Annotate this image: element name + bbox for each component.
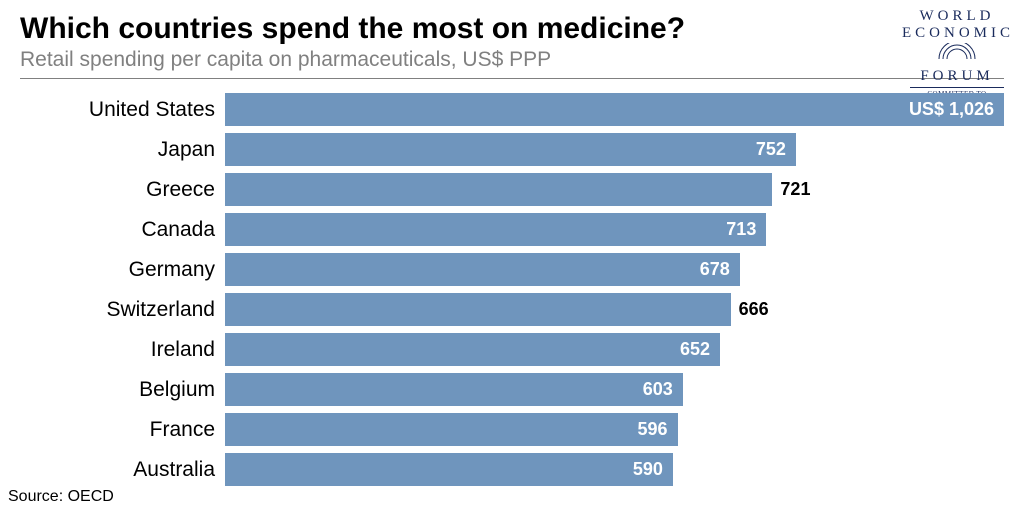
country-label: Canada bbox=[20, 218, 225, 242]
bar-row: Germany 678 bbox=[20, 253, 1004, 286]
bar-row: France 596 bbox=[20, 413, 1004, 446]
bar-track: 590 bbox=[225, 453, 1004, 486]
chart-title: Which countries spend the most on medici… bbox=[20, 12, 1004, 46]
bar-track: 596 bbox=[225, 413, 1004, 446]
bar: US$ 1,026 bbox=[225, 93, 1004, 126]
logo-divider bbox=[910, 87, 1004, 88]
country-label: Japan bbox=[20, 138, 225, 162]
bar-value: 596 bbox=[637, 419, 667, 440]
bar-track: 678 bbox=[225, 253, 1004, 286]
bar bbox=[225, 293, 731, 326]
country-label: Greece bbox=[20, 178, 225, 202]
chart-subtitle: Retail spending per capita on pharmaceut… bbox=[20, 48, 1004, 72]
bar-track: 752 bbox=[225, 133, 1004, 166]
header-divider bbox=[20, 78, 1004, 79]
bar-value: 721 bbox=[772, 173, 810, 206]
bar-value: 603 bbox=[643, 379, 673, 400]
bar-value: 652 bbox=[680, 339, 710, 360]
bar-track: 666 bbox=[225, 293, 1004, 326]
country-label: United States bbox=[20, 98, 225, 122]
bar-row: Japan 752 bbox=[20, 133, 1004, 166]
bar-row: Belgium 603 bbox=[20, 373, 1004, 406]
country-label: France bbox=[20, 418, 225, 442]
logo-text-line3: FORUM bbox=[902, 68, 1012, 85]
bar-value: 678 bbox=[700, 259, 730, 280]
bar-track: US$ 1,026 bbox=[225, 93, 1004, 126]
bar-track: 652 bbox=[225, 333, 1004, 366]
bar-row: Greece 721 bbox=[20, 173, 1004, 206]
bar: 603 bbox=[225, 373, 683, 406]
bar-row: United States US$ 1,026 bbox=[20, 93, 1004, 126]
source-attribution: Source: OECD bbox=[8, 488, 114, 506]
bar-row: Canada 713 bbox=[20, 213, 1004, 246]
logo-arcs-icon bbox=[902, 43, 1012, 66]
chart-header: Which countries spend the most on medici… bbox=[0, 0, 1024, 83]
bar bbox=[225, 173, 772, 206]
bar-track: 603 bbox=[225, 373, 1004, 406]
bar-row: Australia 590 bbox=[20, 453, 1004, 486]
bar-value: 590 bbox=[633, 459, 663, 480]
logo-text-line2: ECONOMIC bbox=[902, 25, 1012, 42]
bar-row: Switzerland 666 bbox=[20, 293, 1004, 326]
bar-value: 713 bbox=[726, 219, 756, 240]
logo-text-line1: WORLD bbox=[902, 8, 1012, 25]
bar-value: 752 bbox=[756, 139, 786, 160]
bar-value: 666 bbox=[731, 293, 769, 326]
bar: 752 bbox=[225, 133, 796, 166]
bar-track: 721 bbox=[225, 173, 1004, 206]
country-label: Belgium bbox=[20, 378, 225, 402]
bar: 596 bbox=[225, 413, 678, 446]
bar: 713 bbox=[225, 213, 766, 246]
bar-value: US$ 1,026 bbox=[909, 99, 994, 120]
bar-row: Ireland 652 bbox=[20, 333, 1004, 366]
country-label: Australia bbox=[20, 458, 225, 482]
bar-chart: United States US$ 1,026 Japan 752 Greece 721 C… bbox=[0, 83, 1024, 486]
bar: 590 bbox=[225, 453, 673, 486]
country-label: Switzerland bbox=[20, 298, 225, 322]
country-label: Germany bbox=[20, 258, 225, 282]
bar: 652 bbox=[225, 333, 720, 366]
bar-track: 713 bbox=[225, 213, 1004, 246]
country-label: Ireland bbox=[20, 338, 225, 362]
bar: 678 bbox=[225, 253, 740, 286]
